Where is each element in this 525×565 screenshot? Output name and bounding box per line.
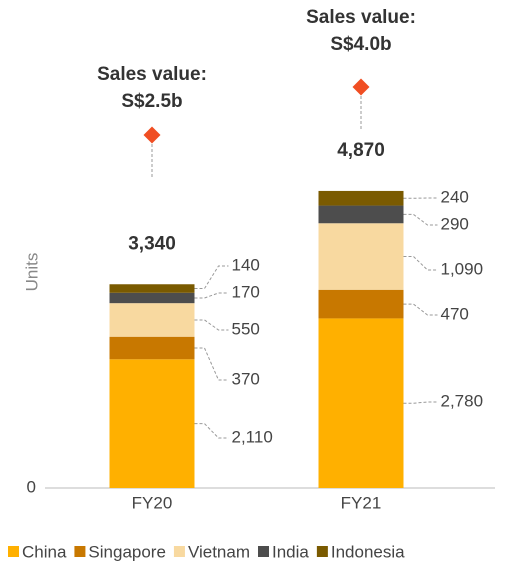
value-label: 550 (232, 319, 260, 338)
legend-label: India (272, 542, 309, 561)
legend-label: Indonesia (331, 542, 405, 561)
value-label: 240 (441, 187, 469, 206)
annotation: S$4.0b (330, 34, 391, 55)
leader-line (403, 256, 438, 271)
bar-segment (318, 223, 404, 290)
bar-segment (318, 205, 404, 224)
value-label: 140 (232, 255, 260, 274)
annotation: Sales value: (97, 64, 207, 85)
legend-swatch (316, 546, 328, 557)
total-label: 4,870 (337, 140, 385, 161)
legend-label: Vietnam (188, 542, 250, 561)
total-label: 3,340 (128, 233, 176, 254)
value-label: 470 (441, 304, 469, 323)
legend-swatch (173, 546, 185, 557)
x-tick-label: FY20 (132, 493, 173, 512)
leader-line (194, 319, 229, 331)
bar-segment (318, 318, 404, 488)
bar-segment (109, 292, 195, 304)
leader-line (194, 292, 229, 299)
legend-label: Singapore (88, 542, 166, 561)
value-label: 170 (232, 282, 260, 301)
legend-label: China (22, 542, 67, 561)
bar-segment (109, 284, 195, 293)
legend-swatch (74, 546, 86, 557)
annotation: Sales value: (306, 7, 416, 28)
bar-segment (318, 190, 404, 206)
y-axis-label: Units (22, 253, 41, 292)
leader-line (194, 347, 229, 381)
leader-line (403, 213, 438, 226)
annotation-marker (143, 126, 161, 144)
value-label: 2,780 (441, 391, 484, 410)
legend-swatch (8, 546, 19, 557)
value-label: 290 (441, 214, 469, 233)
leader-line (194, 265, 229, 290)
y-tick-label: 0 (27, 477, 36, 496)
legend-swatch (258, 546, 269, 557)
leader-line (403, 401, 438, 404)
bar-segment (109, 336, 195, 360)
x-tick-label: FY21 (341, 493, 382, 512)
bar-segment (109, 303, 195, 337)
value-label: 1,090 (441, 259, 484, 278)
annotation: S$2.5b (121, 91, 182, 112)
value-label: 370 (232, 369, 260, 388)
leader-line (194, 423, 229, 439)
bar-segment (109, 359, 195, 488)
bar-segment (318, 289, 404, 319)
leader-line (403, 303, 438, 316)
value-label: 2,110 (232, 427, 273, 446)
annotation-marker (352, 78, 370, 96)
